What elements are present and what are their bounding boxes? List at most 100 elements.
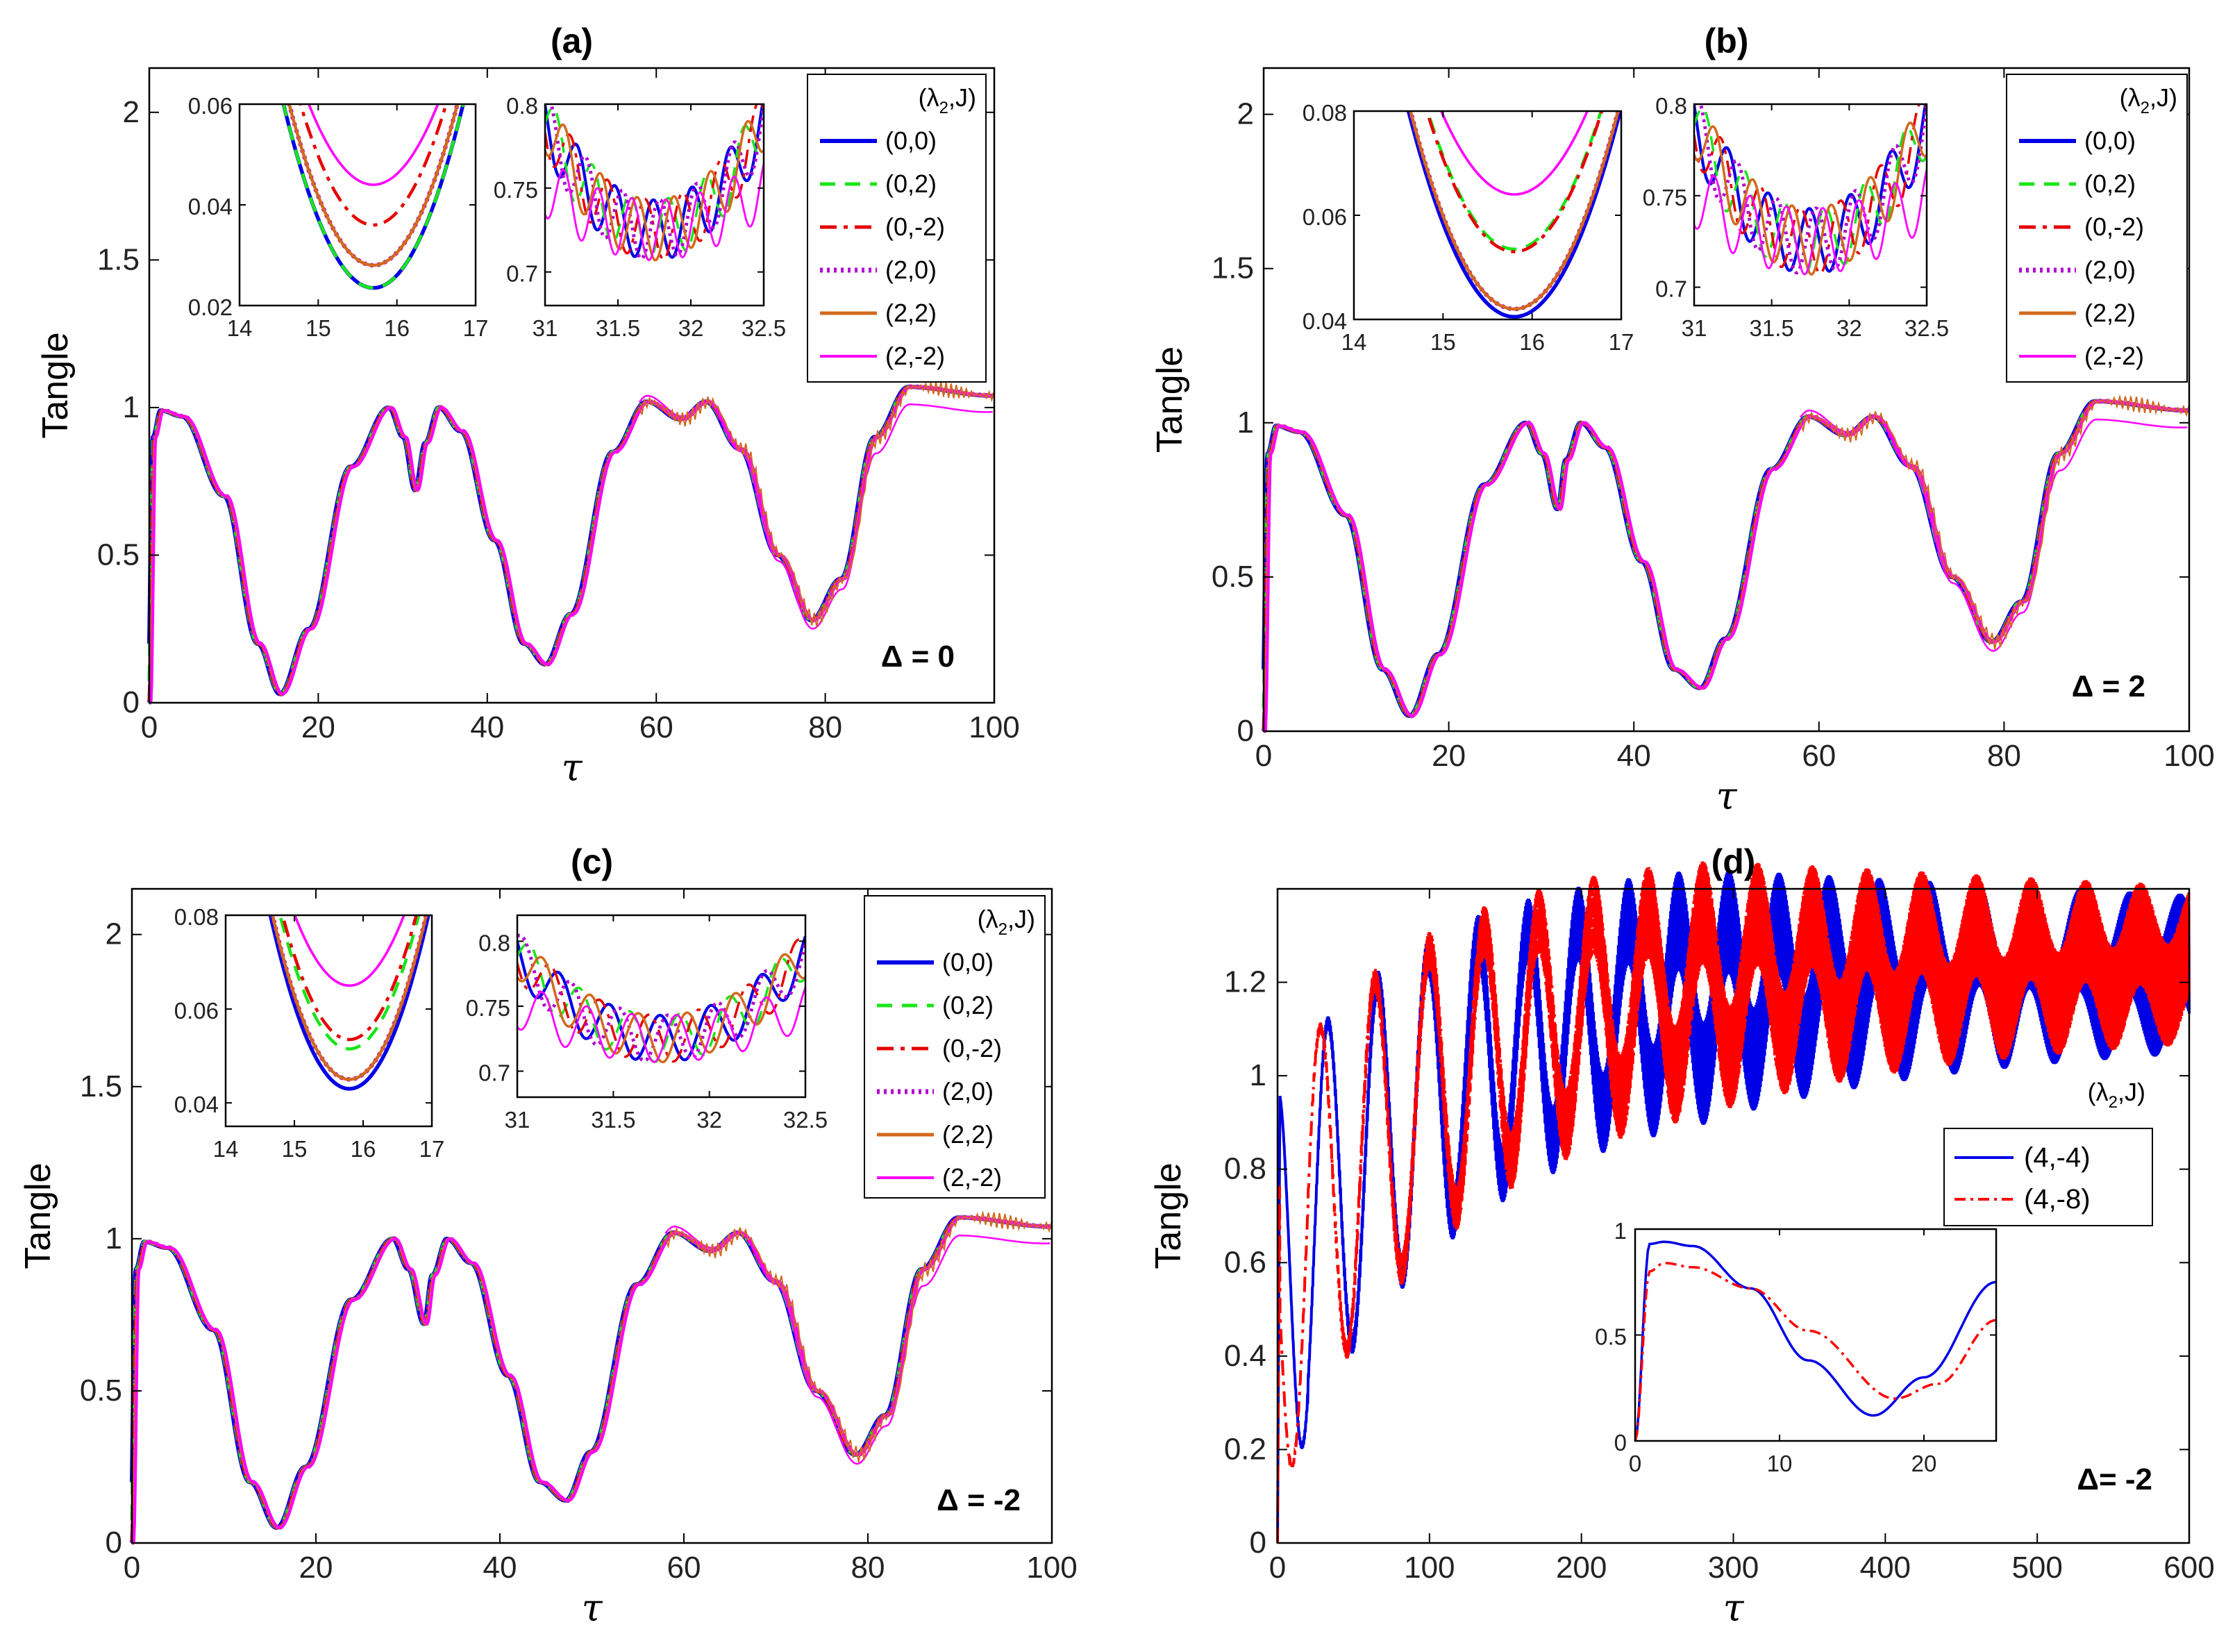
y-tick-label: 0.4: [1224, 1339, 1266, 1373]
x-tick-label: 60: [667, 1551, 701, 1585]
inset-x-tick: 20: [1911, 1451, 1937, 1476]
inset-1-curves: [268, 915, 430, 1091]
y-axis-label: Tangle: [35, 332, 76, 438]
inset-1-line-(2,-2): [1439, 111, 1589, 196]
x-tick-label: 20: [301, 710, 335, 744]
legend-label: (2,2): [2084, 299, 2136, 327]
inset-1-y-tick: 0.06: [1303, 204, 1347, 230]
delta-annotation: Δ = -2: [937, 1483, 1021, 1517]
inset-1-background: [1354, 111, 1621, 319]
panel-d: 0 100 200 300 400 500 60000.20.40.60.811.2(d)τ…: [1148, 842, 2215, 1630]
y-tick-label: 0.2: [1224, 1432, 1266, 1466]
inset-1-line-(0,-2): [299, 104, 448, 227]
x-tick-label: 40: [483, 1551, 517, 1585]
x-tick-label: 0: [1269, 1551, 1286, 1585]
y-tick-label: 0.5: [80, 1374, 122, 1408]
inset-y-tick: 0: [1614, 1430, 1627, 1455]
y-tick-label: 0: [106, 1526, 122, 1560]
inset-1-y-tick: 0.04: [174, 1092, 219, 1117]
inset-1-x-tick: 14: [227, 315, 253, 341]
legend-title-rest: ,J): [1007, 905, 1035, 933]
inset-2-curves: [1694, 104, 1927, 276]
inset-2-line-(2,0): [1698, 104, 1927, 275]
inset-2-x-tick: 32: [678, 315, 704, 341]
x-tick-label: 80: [1987, 739, 2021, 773]
y-tick-label: 1.5: [1212, 251, 1254, 285]
inset-1-curves: [1406, 111, 1621, 319]
inset-2-line-(2,-2): [545, 163, 764, 261]
inset-1-line-(0,0): [268, 915, 430, 1091]
y-tick-label: 0.5: [1212, 560, 1254, 594]
x-axis-label: τ: [1716, 774, 1738, 818]
inset-2-x-tick: 32: [1836, 315, 1862, 341]
inset-2-x-tick: 31.5: [591, 1107, 635, 1133]
legend-label: (2,0): [2084, 256, 2136, 284]
legend-title-subscript: 2: [939, 99, 948, 117]
inset-2-background: [517, 915, 805, 1097]
legend-title-subscript: 2: [998, 920, 1007, 939]
inset-2-y-tick: 0.7: [1655, 276, 1687, 302]
x-tick-label: 40: [1617, 739, 1651, 773]
legend-label: (0,2): [2084, 169, 2136, 198]
legend-label: (2,2): [885, 299, 937, 327]
inset-1-x-tick: 14: [213, 1136, 239, 1162]
inset-1-x-tick: 17: [419, 1136, 445, 1162]
x-tick-label: 100: [1026, 1551, 1077, 1585]
inset-2-x-tick: 32: [696, 1107, 722, 1133]
inset-1-y-tick: 0.06: [188, 93, 233, 119]
y-tick-label: 1.5: [80, 1069, 122, 1103]
x-tick-label: 100: [2163, 739, 2214, 773]
inset-1-line-(2,2): [271, 915, 428, 1081]
inset-2-y-tick: 0.75: [466, 995, 510, 1021]
panel-title: (c): [571, 842, 613, 881]
inset-1-line-(2,2): [1409, 111, 1620, 311]
inset-2-line-(2,-2): [1694, 169, 1927, 276]
legend-title-rest: ,J): [948, 83, 976, 112]
series-line-(4,-8): [1276, 861, 2191, 1544]
delta-annotation: Δ = 2: [2072, 669, 2145, 703]
legend-title-subscript: 2: [2141, 99, 2150, 117]
legend-label: (2,0): [885, 256, 937, 284]
panel-title: (b): [1705, 22, 1749, 60]
legend-title-rest: ,J): [2150, 83, 2177, 112]
axes-box: [148, 67, 996, 704]
inset-1-curves: [281, 104, 465, 290]
legend-label: (4,-4): [2024, 1142, 2091, 1173]
legend-box: [807, 74, 987, 383]
x-tick-label: 40: [470, 710, 504, 744]
panel-b: 0 20 40 60 80 100 0 0.5 1 1.5 2 (b) τ Tangle Δ = 2 14 15…: [1150, 22, 2215, 818]
y-axis-label: Tangle: [1148, 1162, 1189, 1269]
inset-line-(4,-4): [1634, 1240, 1997, 1442]
inset-2-line-(2,2): [1694, 121, 1927, 276]
y-tick-label: 1: [1250, 1058, 1266, 1092]
legend-box: [1943, 1128, 2153, 1226]
legend-label: (0,-2): [2084, 212, 2144, 241]
inset-1-line-(0,2): [281, 104, 465, 290]
inset-x-tick: 10: [1767, 1451, 1793, 1476]
y-tick-label: 1.5: [97, 242, 140, 276]
inset-1-y-tick: 0.02: [188, 294, 233, 320]
legend-label: (0,0): [942, 948, 994, 976]
inset-1-x-tick: 15: [282, 1136, 308, 1162]
inset-2-y-tick: 0.7: [506, 261, 538, 287]
inset-2-curves: [517, 933, 805, 1064]
delta-annotation: Δ= -2: [2077, 1462, 2152, 1496]
y-tick-label: 1: [1237, 406, 1254, 440]
legend-label: (0,2): [885, 169, 937, 198]
legend-label: (0,0): [2084, 126, 2136, 155]
inset-2-x-tick: 32.5: [783, 1107, 828, 1133]
inset-1-background: [226, 915, 432, 1126]
inset-2-x-tick: 31: [1682, 315, 1707, 341]
legend-label: (0,0): [885, 126, 937, 155]
series-oscillation-(2,2): [664, 1210, 1053, 1462]
legend-title-subscript: 2: [2109, 1093, 2118, 1112]
inset-2-y-tick: 0.8: [1655, 93, 1687, 119]
x-tick-label: 100: [969, 710, 1019, 744]
x-tick-label: 0: [124, 1551, 140, 1585]
inset-2-line-(0,-2): [1694, 104, 1927, 275]
legend-title-rest: ,J): [2118, 1078, 2145, 1106]
inset-1-x-tick: 14: [1341, 329, 1367, 355]
y-tick-label: 0.8: [1224, 1152, 1266, 1186]
inset-2-line-(2,2): [545, 119, 764, 262]
inset-1-line-(0,0): [1406, 111, 1621, 319]
